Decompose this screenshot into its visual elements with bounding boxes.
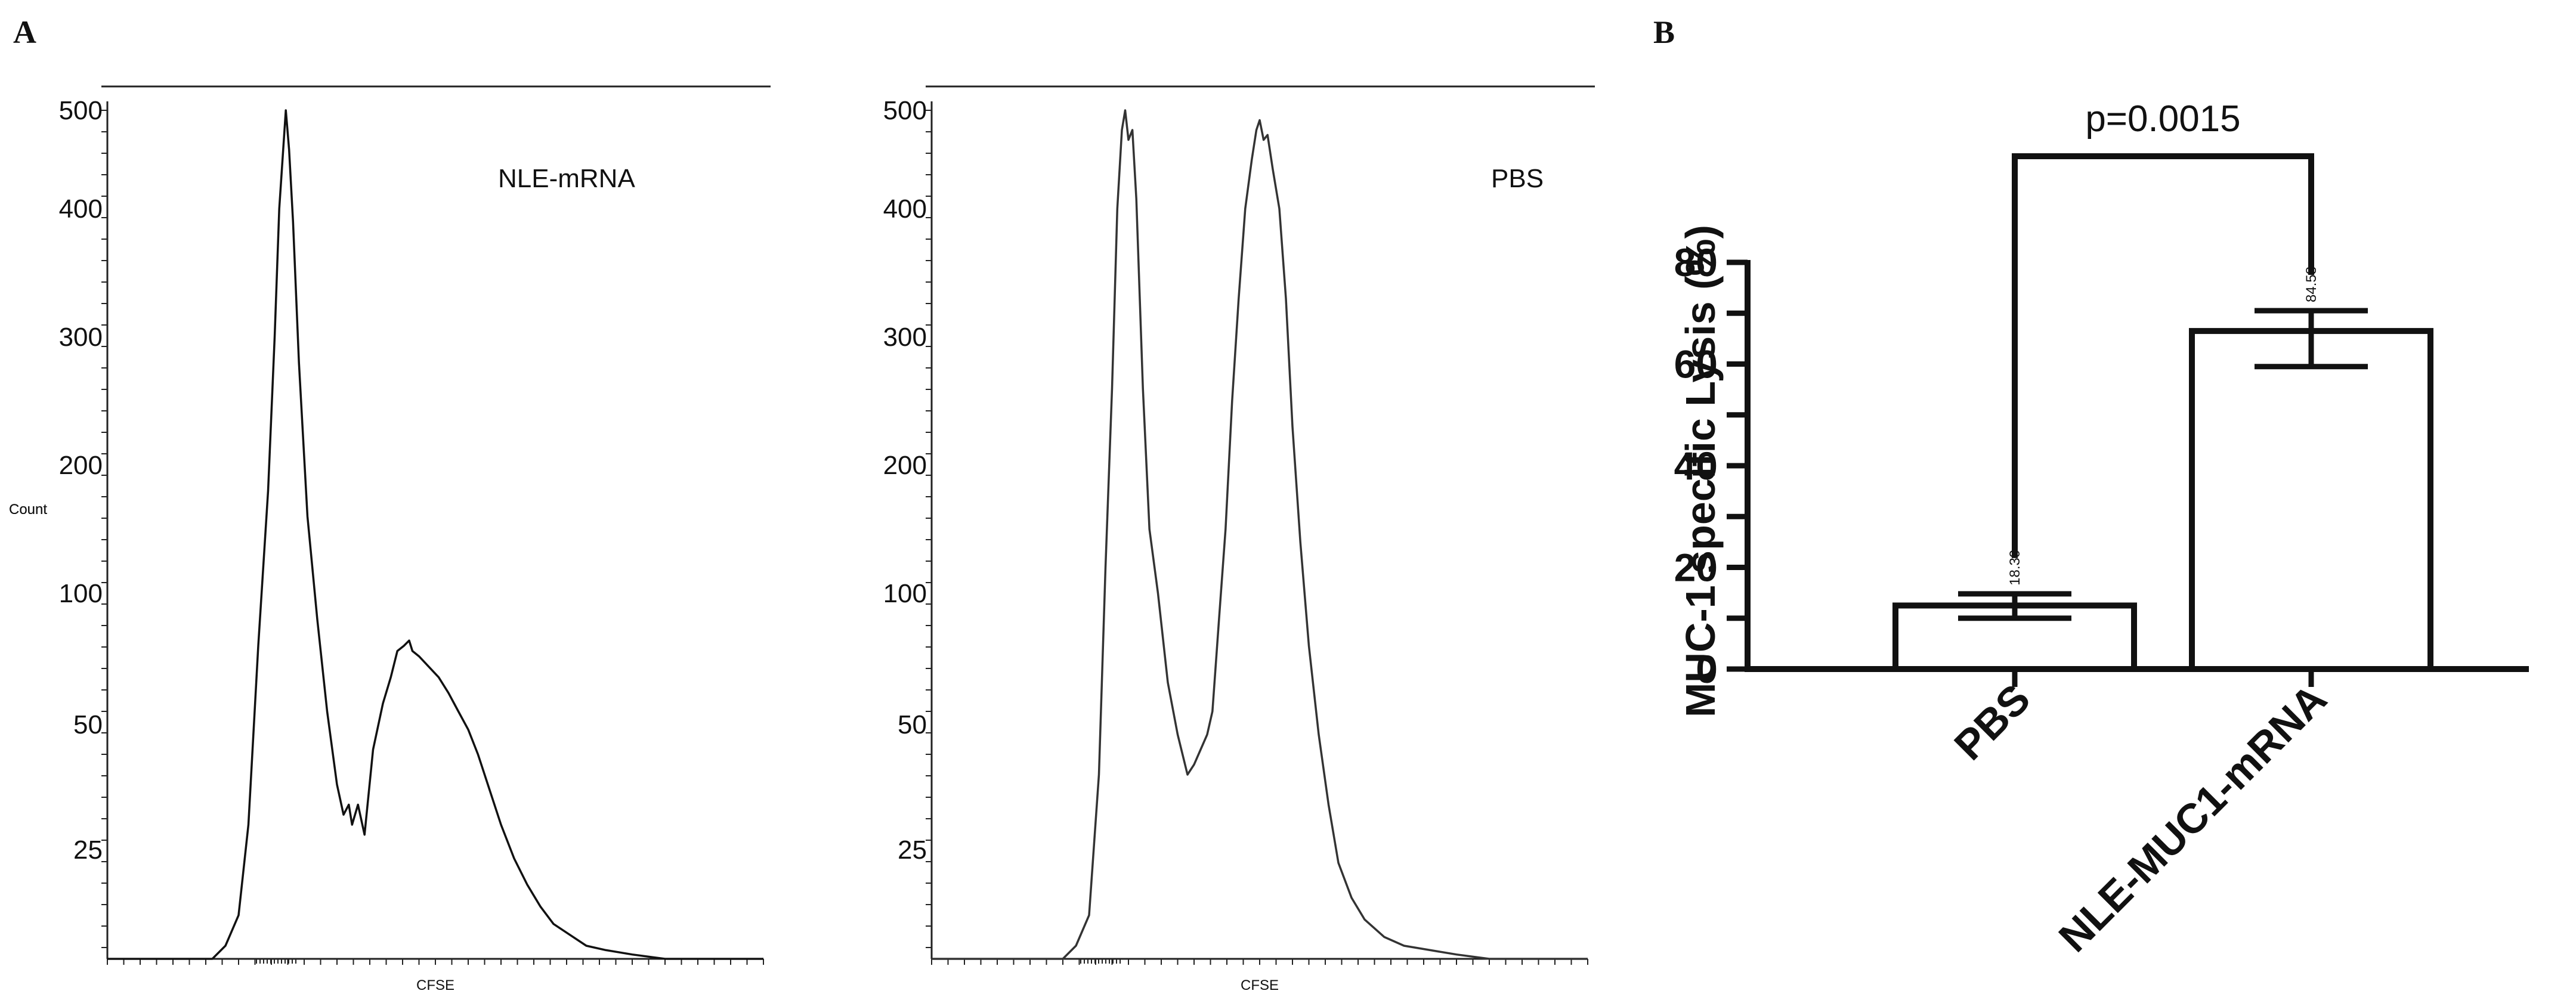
y-tick-label: 300 xyxy=(59,323,103,352)
y-tick-label: 40 xyxy=(1674,444,1718,488)
category-label: NLE-MUC1-mRNA xyxy=(2050,675,2336,961)
y-tick-label: 25 xyxy=(73,835,103,865)
y-tick-label: 100 xyxy=(59,579,103,608)
histogram-nle-mrna: 25 50 100 200 300 400 500 Count CFSE NLE-mRNA xyxy=(9,85,771,993)
y-axis-label: Count xyxy=(9,501,47,518)
y-tick-label: 0 xyxy=(1696,647,1718,691)
bar xyxy=(2189,328,2433,672)
y-tick-label: 50 xyxy=(73,710,103,739)
y-tick-label: 200 xyxy=(883,451,927,480)
y-axis-title: MUC-1 specific Lysis (%) xyxy=(1677,225,1724,717)
significance-label: p=0.0015 xyxy=(2085,98,2240,140)
y-tick-label: 500 xyxy=(883,96,927,125)
y-tick-label: 300 xyxy=(883,323,927,352)
y-tick-label: 25 xyxy=(898,835,927,865)
y-tick-label: 60 xyxy=(1674,342,1718,386)
histogram-pbs: 25 50 100 200 300 400 500 Count CFSE PBS xyxy=(9,85,1595,993)
x-axis-label: CFSE xyxy=(1241,977,1279,993)
significance-bracket xyxy=(2012,153,2314,558)
y-tick-label: 50 xyxy=(898,710,927,739)
y-tick-label: 400 xyxy=(883,194,927,224)
y-tick-label: 400 xyxy=(59,194,103,224)
histogram-annotation: NLE-mRNA xyxy=(498,164,635,193)
y-tick-label: 80 xyxy=(1674,240,1718,284)
histogram-curve xyxy=(932,109,1588,960)
histogram-annotation: PBS xyxy=(1491,164,1544,193)
x-axis-label: CFSE xyxy=(416,977,454,993)
category-label: PBS xyxy=(1946,675,2039,769)
y-tick-label: 20 xyxy=(1674,546,1718,590)
histogram-curve xyxy=(107,109,763,960)
y-tick-label: 100 xyxy=(883,579,927,608)
panel-label-a: A xyxy=(13,14,36,50)
y-tick-label: 200 xyxy=(59,451,103,480)
y-tick-label: 500 xyxy=(59,96,103,125)
panel-label-b: B xyxy=(1653,14,1675,50)
y-axis-label: Count xyxy=(9,501,47,518)
